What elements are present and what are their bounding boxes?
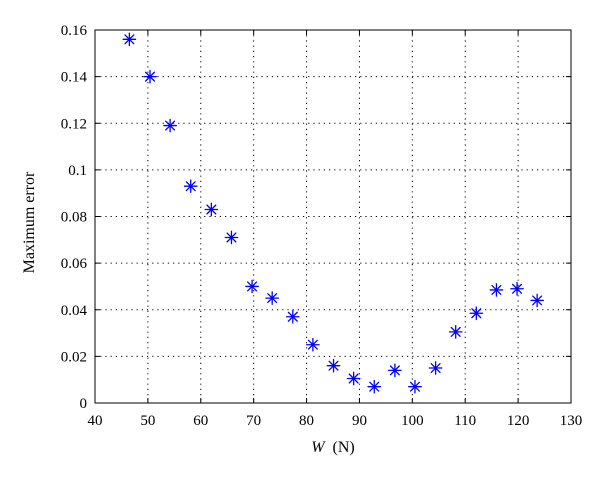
grid-lines	[95, 30, 571, 403]
data-point	[163, 118, 177, 133]
x-axis-label-unit: (N)	[333, 439, 355, 456]
data-points	[122, 32, 545, 394]
y-tick-label: 0	[80, 396, 88, 412]
x-tick-label: 120	[507, 413, 530, 429]
y-tick-label: 0.12	[61, 116, 87, 132]
x-axis-label: W (N)	[311, 439, 355, 456]
data-point	[183, 179, 198, 194]
data-point	[245, 279, 259, 294]
y-tick-labels: 0 0.02 0.04 0.06 0.08 0.1 0.12 0.14 0.16	[61, 23, 88, 412]
data-point	[224, 230, 239, 245]
data-point	[346, 371, 361, 386]
data-point	[265, 291, 280, 305]
data-point	[367, 379, 382, 394]
data-point	[326, 358, 341, 373]
x-tick-label: 40	[88, 413, 103, 429]
x-tick-labels: 40 50 60 70 80 90 100 110 120 130	[88, 413, 583, 429]
data-point	[510, 281, 524, 296]
y-tick-label: 0.14	[61, 70, 88, 86]
x-tick-label: 60	[193, 413, 208, 429]
y-tick-label: 0.04	[61, 303, 88, 319]
y-tick-label: 0.08	[61, 210, 87, 226]
data-point	[448, 325, 463, 339]
x-tick-label: 90	[352, 413, 367, 429]
y-tick-label: 0.1	[68, 163, 87, 179]
data-point	[122, 32, 137, 47]
y-tick-label: 0.16	[61, 23, 88, 39]
y-tick-label: 0.06	[61, 256, 88, 272]
axis-ticks	[94, 29, 572, 404]
x-tick-label: 110	[454, 413, 476, 429]
data-point	[428, 361, 443, 375]
data-point	[489, 283, 504, 297]
x-tick-label: 80	[299, 413, 314, 429]
data-point	[408, 379, 422, 394]
data-point	[469, 306, 484, 321]
x-axis-label-symbol: W	[311, 439, 326, 456]
x-tick-label: 130	[560, 413, 583, 429]
y-axis-label: Maximum error	[21, 171, 38, 273]
data-point	[285, 309, 300, 324]
x-tick-label: 70	[246, 413, 261, 429]
data-point	[306, 337, 320, 352]
data-point	[143, 69, 157, 84]
data-point	[204, 202, 219, 217]
data-point	[530, 293, 545, 308]
data-point	[388, 363, 402, 378]
x-tick-label: 50	[140, 413, 155, 429]
plot-frame	[94, 29, 572, 404]
y-tick-label: 0.02	[61, 349, 87, 365]
x-tick-label: 100	[401, 413, 424, 429]
